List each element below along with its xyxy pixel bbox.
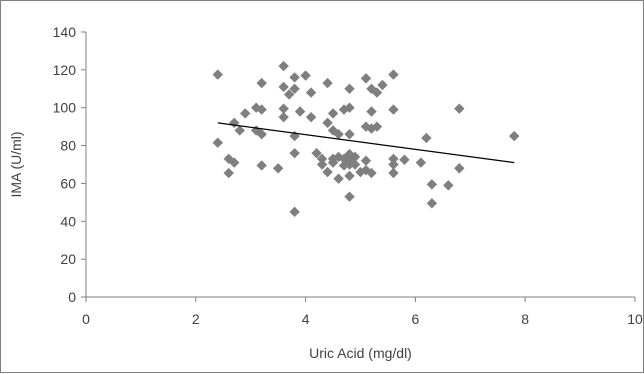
data-point: [349, 159, 361, 170]
x-axis-title: Uric Acid (mg/dl): [309, 345, 412, 361]
y-tick-label: 80: [60, 138, 76, 154]
data-point: [300, 70, 311, 81]
data-point: [333, 129, 344, 140]
x-tick-label: 6: [412, 311, 420, 327]
data-point: [344, 129, 355, 140]
data-point: [322, 166, 333, 178]
data-point: [212, 137, 223, 148]
data-point: [256, 77, 267, 89]
x-tick-label: 10: [627, 311, 643, 327]
data-point: [272, 163, 284, 174]
data-point: [256, 129, 267, 140]
x-tick-label: 2: [192, 311, 200, 327]
y-tick-label: 0: [68, 289, 76, 305]
data-point: [360, 121, 372, 132]
data-point: [415, 157, 427, 168]
x-tick-label: 4: [302, 311, 310, 327]
data-point: [278, 111, 289, 123]
data-point: [454, 103, 465, 114]
y-tick-label: 140: [53, 24, 77, 40]
data-point: [327, 157, 339, 168]
data-point: [229, 117, 240, 129]
data-point: [509, 130, 520, 142]
data-point: [333, 173, 344, 184]
data-point: [289, 147, 300, 159]
data-point: [377, 79, 388, 91]
data-point: [454, 163, 465, 174]
data-point: [360, 155, 372, 166]
data-point: [349, 151, 361, 163]
data-point: [322, 117, 333, 129]
trendline-layer: [217, 122, 515, 164]
data-point: [311, 147, 322, 159]
data-point: [223, 167, 234, 179]
data-point: [305, 87, 317, 98]
data-point: [256, 104, 267, 115]
data-point: [278, 60, 289, 72]
data-point: [388, 69, 399, 80]
x-tick-label: 8: [521, 311, 529, 327]
data-points: [212, 60, 520, 218]
trendline: [217, 122, 515, 164]
data-point: [212, 69, 223, 80]
data-point: [327, 108, 339, 119]
data-point: [289, 130, 300, 142]
data-point: [278, 103, 289, 114]
data-point: [388, 153, 399, 165]
data-point: [366, 167, 377, 179]
data-point: [278, 81, 289, 93]
data-point: [366, 106, 377, 117]
data-point: [294, 106, 306, 117]
data-point: [316, 159, 328, 170]
data-point: [316, 153, 328, 165]
data-point: [234, 125, 245, 136]
data-point: [240, 108, 251, 119]
data-point: [426, 179, 438, 190]
data-point: [399, 154, 410, 165]
data-point: [289, 72, 300, 83]
y-tick-label: 20: [60, 251, 76, 267]
data-point: [229, 157, 240, 168]
data-point: [388, 167, 399, 179]
axes: 0 20 40 60 80 100 120 140 0 2 4 6 8 10: [53, 24, 643, 327]
data-point: [344, 159, 355, 170]
data-point: [371, 121, 383, 132]
data-point: [443, 180, 454, 191]
data-point: [322, 77, 333, 89]
data-point: [388, 104, 399, 115]
data-point: [283, 89, 295, 100]
data-point: [371, 87, 383, 98]
data-point: [289, 83, 300, 94]
data-point: [344, 191, 355, 202]
data-point: [256, 160, 267, 171]
data-point: [289, 206, 300, 218]
data-point: [421, 132, 432, 144]
y-tick-label: 60: [60, 175, 76, 191]
data-point: [344, 83, 355, 94]
data-point: [344, 102, 355, 113]
data-point: [344, 170, 355, 182]
x-tick-label: 0: [82, 311, 90, 327]
y-tick-label: 40: [60, 213, 76, 229]
y-tick-label: 100: [53, 100, 77, 116]
y-axis-title: IMA (U/ml): [8, 131, 24, 197]
data-point: [305, 111, 317, 123]
data-point: [360, 73, 372, 84]
data-point: [426, 198, 438, 209]
data-point: [388, 159, 399, 170]
y-tick-label: 120: [53, 62, 77, 78]
